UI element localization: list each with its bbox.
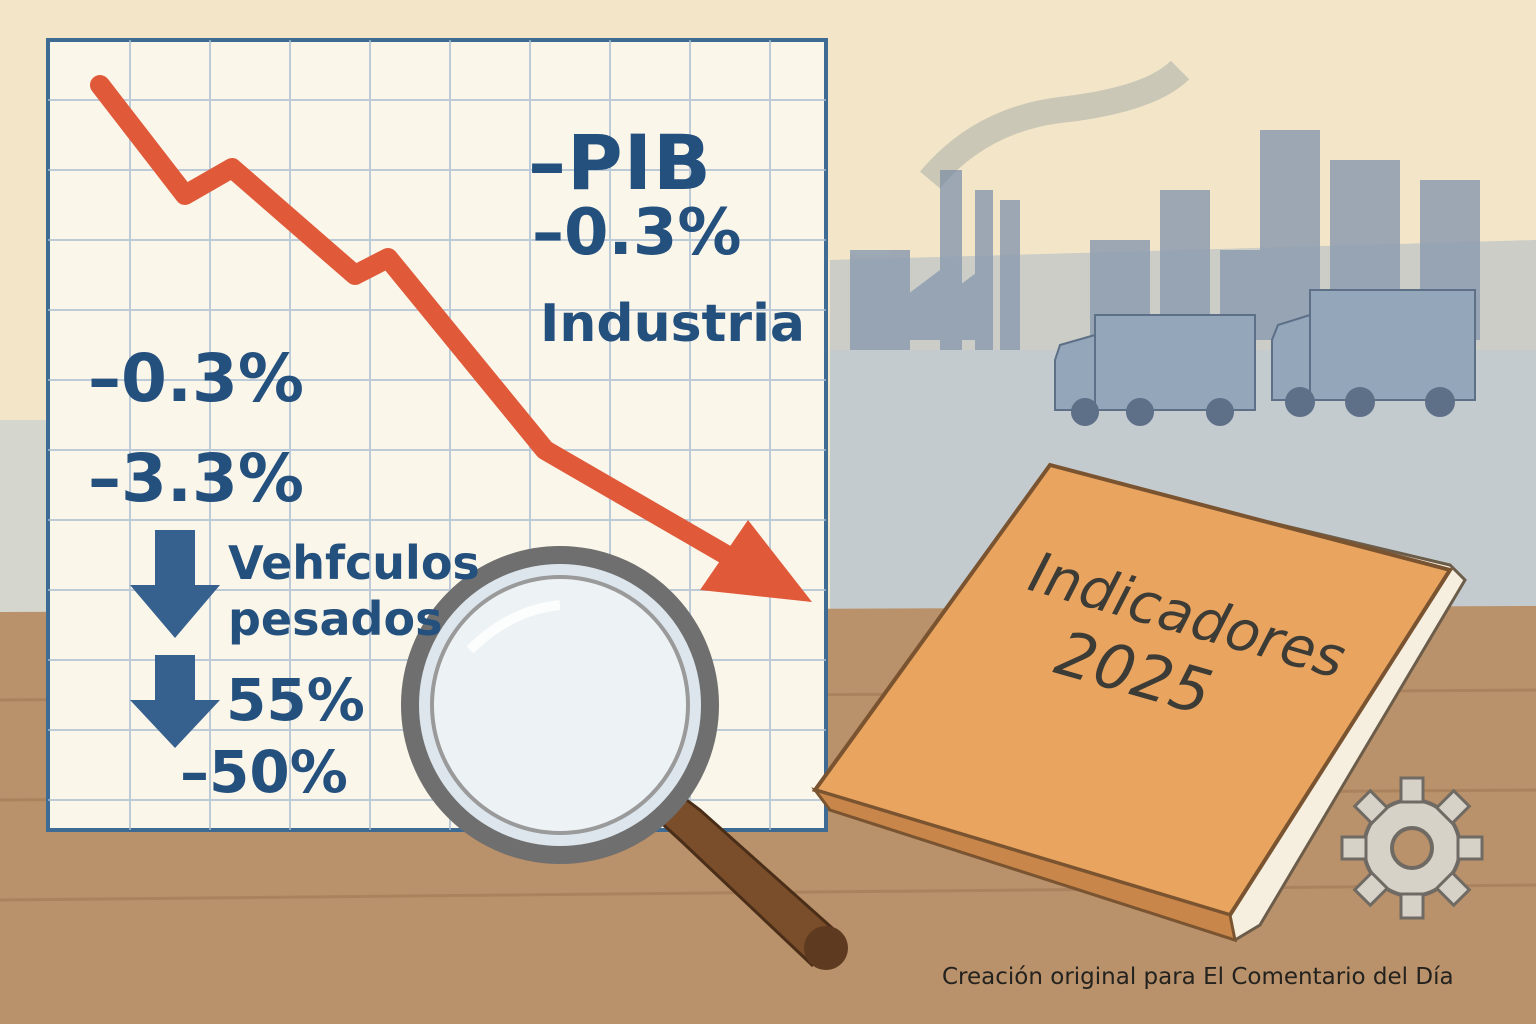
image-credit: Creación original para El Comentario del… bbox=[942, 964, 1454, 990]
indicator-value-3: 55% bbox=[226, 666, 365, 734]
pib-value: –0.3% bbox=[532, 196, 742, 270]
down-arrow-icon bbox=[130, 655, 220, 748]
truck-icon bbox=[1054, 314, 1256, 426]
indicator-value-2: –3.3% bbox=[88, 440, 305, 517]
indicator-value-4: –50% bbox=[180, 738, 348, 806]
truck-icon bbox=[1271, 289, 1476, 417]
industria-label: Industria bbox=[540, 294, 805, 354]
vehiculos-label-line2: pesados bbox=[228, 592, 443, 646]
magnifying-glass-icon bbox=[401, 546, 848, 970]
indicators-book bbox=[811, 462, 1467, 943]
vehiculos-label-line1: Vehfculos bbox=[228, 536, 480, 590]
gear-icon bbox=[1340, 776, 1484, 920]
indicator-value-1: –0.3% bbox=[88, 340, 305, 417]
trend-down-arrow-icon bbox=[90, 75, 812, 602]
pib-label: –PIB bbox=[528, 118, 712, 207]
down-arrow-icon bbox=[130, 530, 220, 638]
